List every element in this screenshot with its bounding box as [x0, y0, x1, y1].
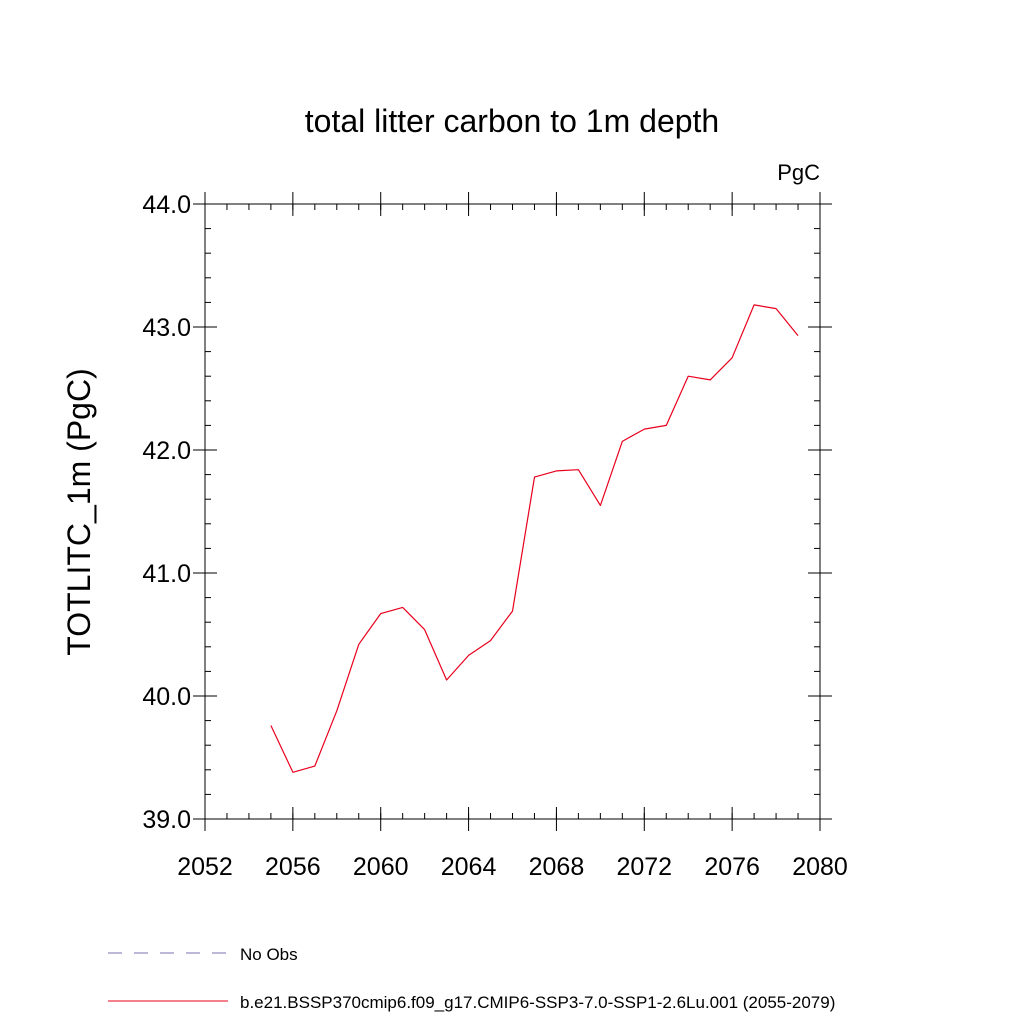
y-tick-label: 42.0 — [142, 437, 191, 465]
legend: No Obs b.e21.BSSP370cmip6.f09_g17.CMIP6-S… — [108, 945, 835, 1012]
x-tick-label: 2064 — [441, 853, 497, 881]
legend-label: No Obs — [240, 945, 298, 964]
data-point — [511, 610, 514, 613]
units-label: PgC — [777, 160, 820, 185]
axis-tick-labels: 2052 2056 2060 2064 2068 2072 2076 2080 39.0 40.0… — [142, 191, 847, 881]
x-tick-label: 2052 — [177, 853, 233, 881]
x-tick-label: 2068 — [529, 853, 585, 881]
series-layer — [269, 303, 800, 774]
data-point — [445, 679, 448, 682]
legend-label: b.e21.BSSP370cmip6.f09_g17.CMIP6-SSP3-7.… — [240, 993, 835, 1012]
chart-title: total litter carbon to 1m depth — [305, 103, 719, 139]
data-point — [379, 612, 382, 615]
data-point — [753, 303, 756, 306]
data-point — [687, 375, 690, 378]
data-point — [423, 628, 426, 631]
x-tick-label: 2072 — [616, 853, 672, 881]
data-point — [467, 654, 470, 657]
y-tick-label: 41.0 — [142, 560, 191, 588]
data-point — [621, 440, 624, 443]
data-point — [313, 765, 316, 768]
data-point — [731, 356, 734, 359]
data-point — [335, 709, 338, 712]
data-point — [577, 468, 580, 471]
x-tick-label: 2080 — [792, 853, 848, 881]
data-point — [269, 724, 272, 727]
axis-ticks — [193, 192, 832, 831]
data-point — [291, 771, 294, 774]
y-tick-label: 43.0 — [142, 314, 191, 342]
plot-frame — [204, 203, 821, 820]
data-point — [533, 476, 536, 479]
y-tick-label: 40.0 — [142, 683, 191, 711]
data-point — [357, 643, 360, 646]
data-point — [775, 307, 778, 310]
data-point — [489, 639, 492, 642]
y-axis-label: TOTLITC_1m (PgC) — [61, 368, 97, 655]
data-point — [797, 334, 800, 337]
x-tick-label: 2060 — [353, 853, 409, 881]
x-tick-label: 2056 — [265, 853, 321, 881]
x-tick-label: 2076 — [704, 853, 760, 881]
data-point — [709, 378, 712, 381]
data-point — [665, 424, 668, 427]
data-point — [555, 469, 558, 472]
data-point — [401, 606, 404, 609]
y-tick-label: 44.0 — [142, 191, 191, 219]
y-tick-label: 39.0 — [142, 806, 191, 834]
data-point — [643, 428, 646, 431]
series-line — [270, 304, 799, 773]
data-point — [599, 504, 602, 507]
